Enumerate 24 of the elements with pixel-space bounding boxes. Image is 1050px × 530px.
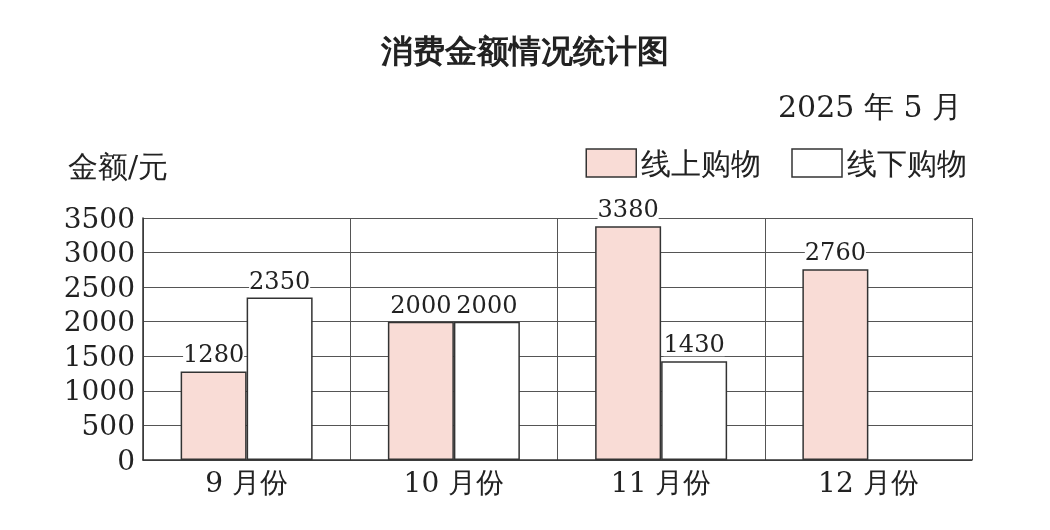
y-tick-label: 500 [81,408,135,442]
legend-label: 线上购物 [641,145,762,181]
x-tick-label: 9 月份 [205,465,288,499]
x-tick-label: 12 月份 [818,465,919,499]
y-tick-label: 1000 [63,374,135,408]
data-label: 2000 [456,290,518,319]
chart-subtitle: 2025 年 5 月 [777,88,962,124]
y-tick-label: 3000 [63,236,135,270]
y-tick-label: 2000 [63,305,135,339]
y-axis-title: 金额/元 [68,148,169,184]
chart-title: 消费金额情况统计图 [380,32,669,70]
data-label: 2000 [390,290,452,319]
data-label: 1280 [183,340,245,369]
data-label: 3380 [597,195,659,224]
data-label: 2760 [804,238,866,267]
data-label: 2350 [249,266,311,295]
data-label: 1430 [663,330,725,359]
y-tick-label: 3500 [63,201,135,235]
y-tick-label: 2500 [63,270,135,304]
y-tick-label: 0 [117,443,135,477]
x-tick-label: 11 月份 [610,465,712,499]
legend-label: 线下购物 [847,145,967,181]
y-tick-label: 1500 [63,339,135,373]
x-tick-label: 10 月份 [403,465,505,499]
